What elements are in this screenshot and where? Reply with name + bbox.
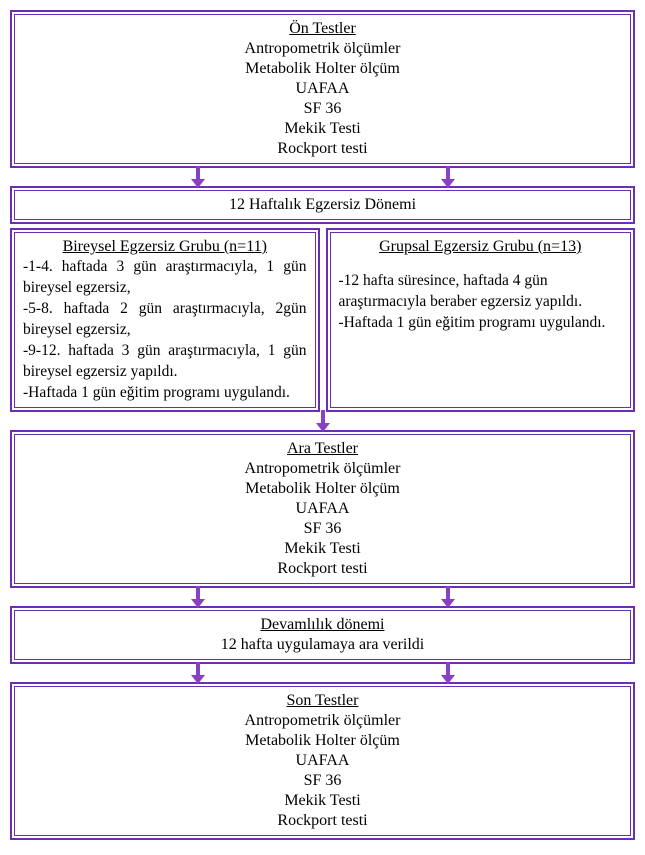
box-line: Mekik Testi: [23, 791, 622, 811]
box-line: Mekik Testi: [23, 539, 622, 559]
box-line: Rockport testi: [23, 811, 622, 831]
box-line: UAFAA: [23, 499, 622, 519]
box-text: 12 Haftalık Egzersiz Dönemi: [23, 195, 622, 215]
box-individual-group: Bireysel Egzersiz Grubu (n=11) -1-4. haf…: [10, 228, 320, 412]
box-title: Son Testler: [287, 692, 359, 709]
box-group-exercise: Grupsal Egzersiz Grubu (n=13) -12 hafta …: [326, 228, 636, 412]
box-sub: 12 hafta uygulamaya ara verildi: [23, 635, 622, 655]
box-continuity: Devamlılık dönemi 12 hafta uygulamaya ar…: [10, 606, 635, 664]
box-line: UAFAA: [23, 751, 622, 771]
box-line: Antropometrik ölçümler: [23, 459, 622, 479]
box-title: Ön Testler: [289, 20, 356, 37]
box-title: Devamlılık dönemi: [261, 616, 385, 633]
box-title: Ara Testler: [287, 440, 358, 457]
box-line: SF 36: [23, 99, 622, 119]
box-line: SF 36: [23, 771, 622, 791]
box-line: Metabolik Holter ölçüm: [23, 59, 622, 79]
box-item: -12 hafta süresince, haftada 4 gün araşt…: [339, 271, 623, 313]
box-exercise-period: 12 Haftalık Egzersiz Dönemi: [10, 186, 635, 224]
split-row: Bireysel Egzersiz Grubu (n=11) -1-4. haf…: [10, 228, 635, 412]
arrow-row: [10, 664, 635, 682]
arrow-row: [10, 168, 635, 186]
box-line: Rockport testi: [23, 139, 622, 159]
box-item: -Haftada 1 gün eğitim programı uygulandı…: [23, 383, 307, 404]
box-line: Metabolik Holter ölçüm: [23, 479, 622, 499]
box-title: Grupsal Egzersiz Grubu (n=13): [379, 238, 581, 255]
box-title: Bireysel Egzersiz Grubu (n=11): [63, 238, 267, 255]
box-item: -1-4. haftada 3 gün araştırmacıyla, 1 gü…: [23, 257, 307, 299]
box-pre-tests: Ön Testler Antropometrik ölçümler Metabo…: [10, 10, 635, 168]
box-line: Mekik Testi: [23, 119, 622, 139]
box-item: -5-8. haftada 2 gün araştırmacıyla, 2gün…: [23, 299, 307, 341]
box-line: UAFAA: [23, 79, 622, 99]
arrow-row: [10, 588, 635, 606]
box-post-tests: Son Testler Antropometrik ölçümler Metab…: [10, 682, 635, 840]
box-mid-tests: Ara Testler Antropometrik ölçümler Metab…: [10, 430, 635, 588]
flowchart: Ön Testler Antropometrik ölçümler Metabo…: [10, 10, 635, 840]
box-line: Metabolik Holter ölçüm: [23, 731, 622, 751]
box-item: -9-12. haftada 3 gün araştırmacıyla, 1 g…: [23, 341, 307, 383]
box-line: Antropometrik ölçümler: [23, 39, 622, 59]
box-line: SF 36: [23, 519, 622, 539]
arrow-row: [10, 412, 635, 430]
box-line: Antropometrik ölçümler: [23, 711, 622, 731]
box-item: -Haftada 1 gün eğitim programı uygulandı…: [339, 313, 623, 334]
box-line: Rockport testi: [23, 559, 622, 579]
